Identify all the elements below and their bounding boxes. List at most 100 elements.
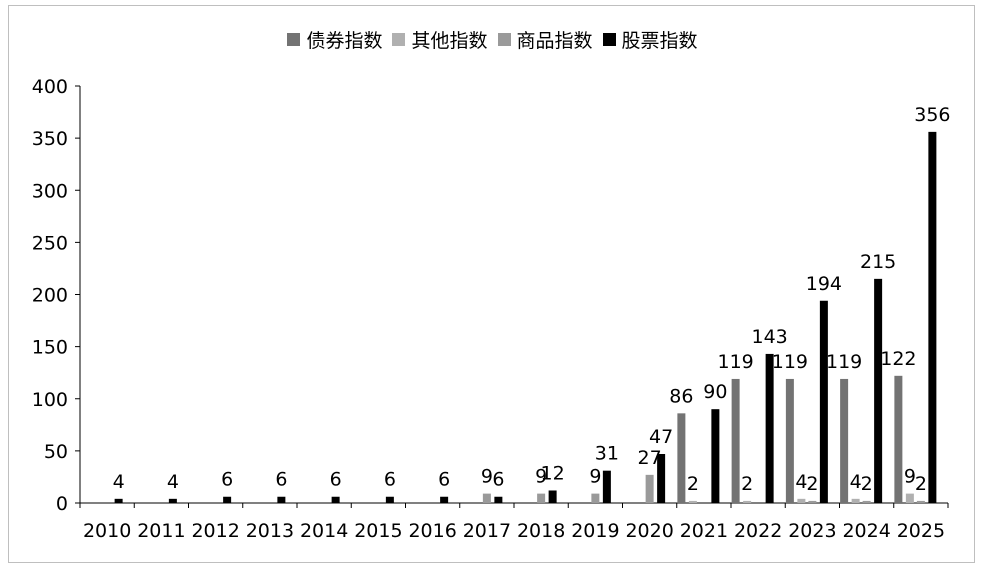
bar [711, 409, 720, 503]
x-tick-label: 2012 [191, 520, 239, 542]
bar [905, 493, 914, 503]
y-tick-label: 400 [32, 76, 68, 98]
bar [819, 300, 828, 503]
bar [928, 131, 937, 503]
bar [657, 454, 666, 503]
data-label: 2 [806, 473, 818, 495]
bar [168, 498, 177, 503]
data-label: 356 [914, 104, 950, 126]
legend-swatch-commodity [497, 33, 511, 46]
data-label: 119 [826, 351, 862, 373]
x-tick-label: 2018 [517, 520, 565, 542]
bar [851, 498, 860, 503]
y-tick-label: 100 [32, 389, 68, 411]
data-label: 12 [541, 462, 565, 484]
bar [645, 474, 654, 503]
bar [874, 278, 883, 503]
data-label: 2 [861, 473, 873, 495]
data-label: 194 [806, 273, 842, 295]
data-label: 2 [915, 473, 927, 495]
chart-frame [8, 5, 975, 563]
bar [482, 493, 491, 503]
x-tick-label: 2015 [354, 520, 402, 542]
y-tick-label: 0 [56, 493, 68, 515]
bar [765, 353, 774, 503]
y-tick-label: 200 [32, 285, 68, 307]
bar [731, 378, 740, 503]
bar [916, 500, 925, 503]
y-tick-label: 50 [44, 441, 68, 463]
legend-swatch-bond [287, 33, 301, 46]
bar [602, 470, 611, 503]
x-tick-label: 2023 [788, 520, 836, 542]
data-label: 9 [589, 466, 601, 488]
data-label: 119 [772, 351, 808, 373]
data-label: 6 [492, 469, 504, 491]
data-label: 6 [275, 469, 287, 491]
legend-swatch-other [392, 33, 406, 46]
bar [537, 493, 546, 503]
bar [785, 378, 794, 503]
bar [797, 498, 806, 503]
bar [277, 496, 286, 503]
x-tick-label: 2016 [408, 520, 456, 542]
data-label: 122 [880, 348, 916, 370]
legend-label-bond: 债券指数 [306, 30, 383, 52]
data-label: 27 [638, 447, 662, 469]
y-tick-label: 150 [32, 337, 68, 359]
legend: 债券指数 其他指数 商品指数 股票指数 [0, 26, 985, 53]
data-label: 2 [687, 473, 699, 495]
data-label: 31 [595, 443, 619, 465]
bar [894, 375, 903, 503]
data-label: 47 [649, 426, 673, 448]
data-label: 4 [113, 471, 125, 493]
bar [548, 490, 557, 503]
data-label: 6 [384, 469, 396, 491]
data-label: 86 [669, 385, 693, 407]
bar [331, 496, 340, 503]
bar [862, 500, 871, 503]
data-label: 2 [741, 473, 753, 495]
y-tick-label: 350 [32, 128, 68, 150]
bar [494, 496, 503, 503]
legend-label-stock: 股票指数 [621, 30, 698, 52]
x-tick-label: 2011 [137, 520, 185, 542]
x-tick-label: 2017 [463, 520, 511, 542]
data-label: 6 [330, 469, 342, 491]
legend-item-stock: 股票指数 [602, 26, 698, 53]
legend-label-other: 其他指数 [411, 30, 488, 52]
bar [808, 500, 817, 503]
x-tick-label: 2020 [625, 520, 673, 542]
data-label: 215 [860, 251, 896, 273]
x-tick-label: 2021 [680, 520, 728, 542]
bar [688, 500, 697, 503]
x-tick-label: 2022 [734, 520, 782, 542]
y-tick-label: 300 [32, 180, 68, 202]
data-label: 9 [535, 466, 547, 488]
data-label: 6 [438, 469, 450, 491]
bar [743, 500, 752, 503]
bar [677, 413, 686, 503]
x-tick-label: 2013 [246, 520, 294, 542]
data-label: 6 [221, 469, 233, 491]
data-label: 119 [717, 351, 753, 373]
x-tick-label: 2010 [83, 520, 131, 542]
x-tick-label: 2025 [897, 520, 945, 542]
data-label: 90 [703, 381, 727, 403]
data-label: 4 [850, 471, 862, 493]
bar [385, 496, 394, 503]
legend-item-bond: 债券指数 [287, 26, 382, 53]
bar [223, 496, 232, 503]
bar [114, 498, 123, 503]
y-tick-label: 250 [32, 232, 68, 254]
bar [840, 378, 849, 503]
data-label: 143 [751, 326, 787, 348]
legend-label-commodity: 商品指数 [516, 30, 593, 52]
legend-item-commodity: 商品指数 [497, 26, 593, 53]
x-tick-label: 2024 [842, 520, 890, 542]
legend-swatch-stock [602, 33, 616, 46]
bar [591, 493, 600, 503]
legend-item-other: 其他指数 [392, 26, 488, 53]
bar [440, 496, 449, 503]
data-label: 9 [481, 466, 493, 488]
